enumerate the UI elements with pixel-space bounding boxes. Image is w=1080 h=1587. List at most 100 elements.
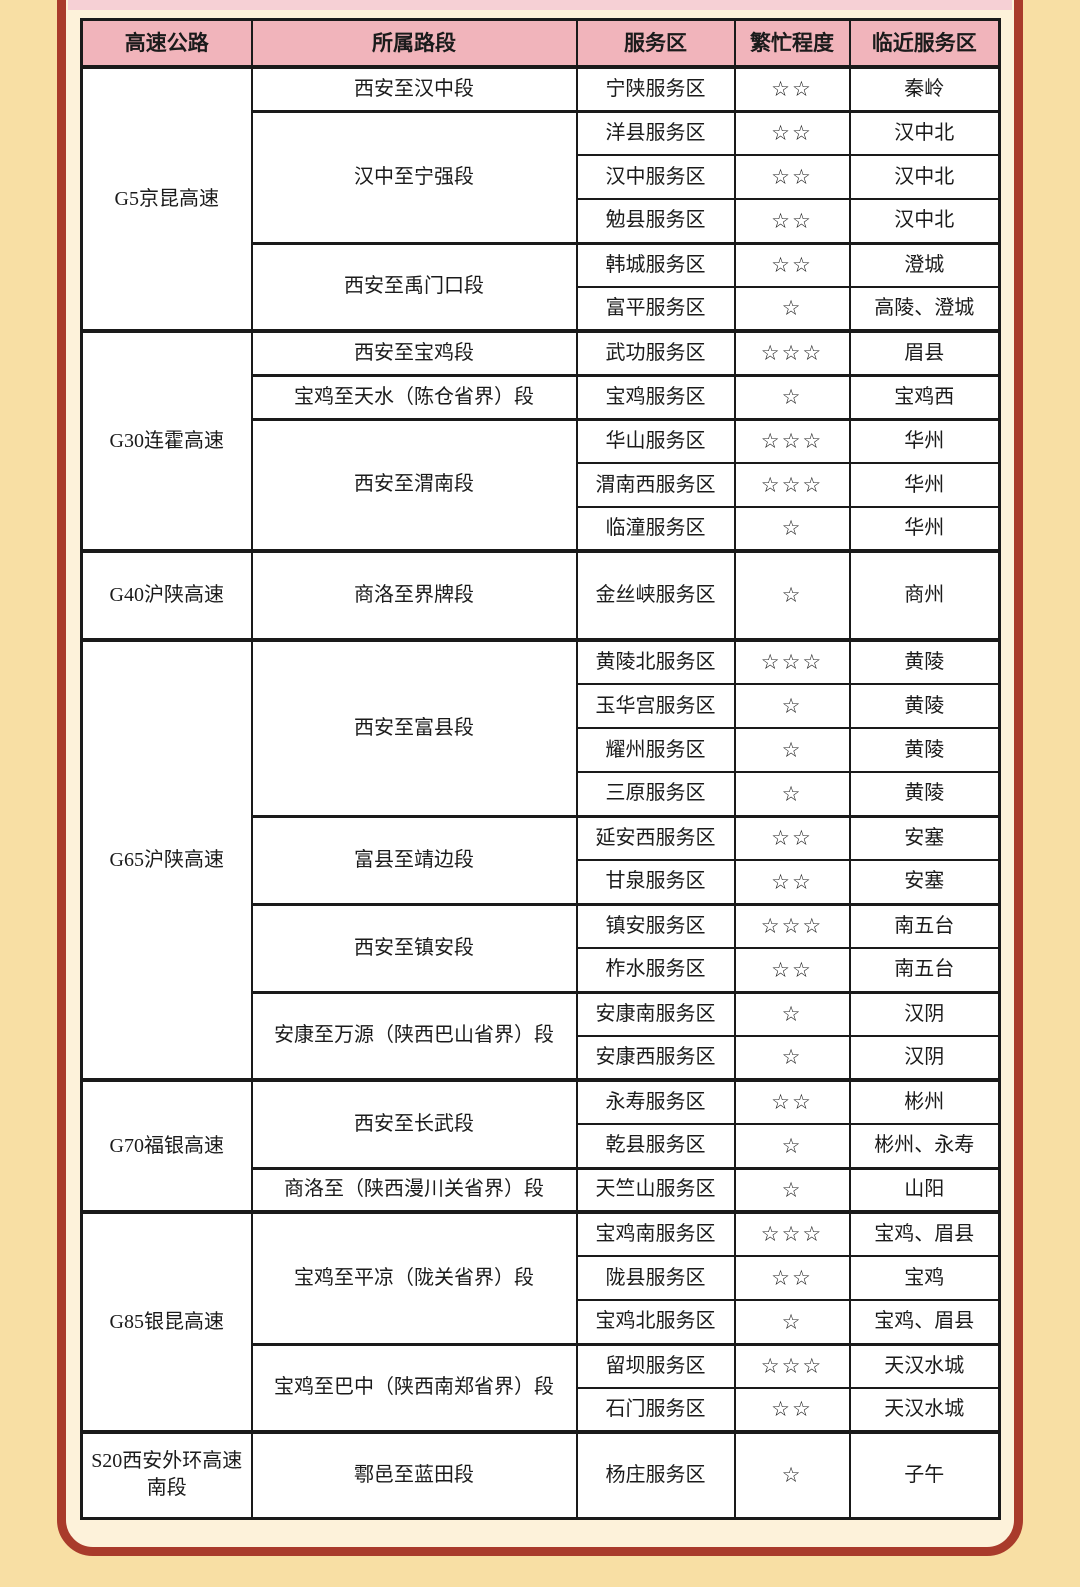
busy-level-cell: ☆☆: [733, 947, 851, 993]
table-row: 宝鸡至天水（陈仓省界）段 宝鸡服务区 ☆ 宝鸡西: [82, 373, 1001, 420]
nearby-area-cell: 宝鸡、眉县: [848, 1299, 1001, 1345]
table-row: 汉中至宁强段 洋县服务区 ☆☆ 汉中北: [82, 109, 1001, 244]
nearby-area-cell: 汉中北: [848, 198, 1001, 244]
nearby-area-cell: 眉县: [848, 329, 1001, 376]
header-row: 高速公路 所属路段 服务区 繁忙程度 临近服务区: [80, 18, 1001, 69]
highway-cell: G5京昆高速: [80, 65, 253, 332]
table-row: 宝鸡至巴中（陕西南郑省界）段 留坝服务区 ☆☆☆ 天汉水城: [82, 1342, 1001, 1433]
nearby-area-cell: 安塞: [848, 859, 1001, 905]
nearby-area-cell: 华州: [848, 462, 1001, 508]
table-row: G85银昆高速 宝鸡至平凉（陇关省界）段 宝鸡南服务区 ☆☆☆ 宝鸡、眉县: [80, 1210, 1001, 1433]
segment-cell: 宝鸡至平凉（陇关省界）段: [250, 1210, 578, 1345]
busy-level-cell: ☆☆: [733, 1387, 851, 1433]
table-row: 汉中服务区 ☆☆ 汉中北: [82, 154, 1001, 200]
segment-cell: 安康至万源（陕西巴山省界）段: [250, 990, 578, 1081]
highway-cell: G65沪陕高速: [80, 638, 253, 1081]
table-row: 西安至渭南段 华山服务区 ☆☆☆ 华州: [82, 417, 1001, 552]
busy-level-cell: ☆☆: [733, 241, 851, 288]
table-row: 石门服务区 ☆☆ 天汉水城: [82, 1387, 1001, 1433]
nearby-area-cell: 秦岭: [848, 65, 1001, 112]
table-row: 临潼服务区 ☆ 华州: [82, 506, 1001, 552]
service-area-cell: 陇县服务区: [575, 1255, 736, 1301]
nearby-area-cell: 汉中北: [848, 109, 1001, 156]
column-header-segment: 所属路段: [250, 18, 578, 69]
busy-level-cell: ☆☆: [733, 1255, 851, 1301]
nearby-area-cell: 黄陵: [848, 683, 1001, 729]
service-area-cell: 宝鸡北服务区: [575, 1299, 736, 1345]
table-row: 渭南西服务区 ☆☆☆ 华州: [82, 462, 1001, 508]
nearby-area-cell: 华州: [848, 417, 1001, 464]
segment-cell: 西安至富县段: [250, 638, 578, 817]
table-row: 耀州服务区 ☆ 黄陵: [82, 727, 1001, 773]
nearby-area-cell: 南五台: [848, 902, 1001, 949]
nearby-area-cell: 宝鸡、眉县: [848, 1210, 1001, 1257]
column-header-nearby-area: 临近服务区: [848, 18, 1001, 69]
busy-level-cell: ☆☆: [733, 109, 851, 156]
service-area-cell: 渭南西服务区: [575, 462, 736, 508]
service-area-cell: 富平服务区: [575, 286, 736, 332]
segment-cell: 西安至禹门口段: [250, 241, 578, 332]
service-area-cell: 柞水服务区: [575, 947, 736, 993]
service-area-cell: 天竺山服务区: [575, 1166, 736, 1213]
highway-cell: G70福银高速: [80, 1078, 253, 1213]
top-pink-strip: [68, 0, 1012, 10]
highway-cell: S20西安外环高速南段: [80, 1430, 253, 1519]
table-row: 富平服务区 ☆ 高陵、澄城: [82, 286, 1001, 332]
table-row: 柞水服务区 ☆☆ 南五台: [82, 947, 1001, 993]
service-area-cell: 玉华宫服务区: [575, 683, 736, 729]
nearby-area-cell: 黄陵: [848, 638, 1001, 685]
table-row: 宝鸡北服务区 ☆ 宝鸡、眉县: [82, 1299, 1001, 1345]
table-row: 富县至靖边段 延安西服务区 ☆☆ 安塞: [82, 814, 1001, 905]
service-area-cell: 金丝峡服务区: [575, 549, 736, 641]
nearby-area-cell: 商州: [848, 549, 1001, 641]
table-row: 乾县服务区 ☆ 彬州、永寿: [82, 1123, 1001, 1169]
table-row: S20西安外环高速南段 鄠邑至蓝田段 杨庄服务区 ☆ 子午: [80, 1430, 1001, 1519]
busy-level-cell: ☆☆☆: [733, 1210, 851, 1257]
nearby-area-cell: 汉阴: [848, 1035, 1001, 1081]
nearby-area-cell: 子午: [848, 1430, 1001, 1519]
segment-cell: 西安至镇安段: [250, 902, 578, 993]
busy-level-cell: ☆☆☆: [733, 329, 851, 376]
segment-cell: 宝鸡至天水（陈仓省界）段: [250, 373, 578, 420]
service-area-cell: 镇安服务区: [575, 902, 736, 949]
service-area-table: 高速公路 所属路段 服务区 繁忙程度 临近服务区 G5京昆高速 西安至汉中段 宁…: [80, 18, 1001, 1520]
highway-cell: G85银昆高速: [80, 1210, 253, 1433]
busy-level-cell: ☆☆: [733, 1078, 851, 1125]
service-area-cell: 甘泉服务区: [575, 859, 736, 905]
busy-level-cell: ☆☆: [733, 814, 851, 861]
nearby-area-cell: 华州: [848, 506, 1001, 552]
table-row: 陇县服务区 ☆☆ 宝鸡: [82, 1255, 1001, 1301]
busy-level-cell: ☆☆: [733, 65, 851, 112]
segment-cell: 西安至渭南段: [250, 417, 578, 552]
busy-level-cell: ☆☆☆: [733, 417, 851, 464]
service-area-cell: 临潼服务区: [575, 506, 736, 552]
service-area-cell: 宝鸡服务区: [575, 373, 736, 420]
nearby-area-cell: 安塞: [848, 814, 1001, 861]
service-area-cell: 三原服务区: [575, 771, 736, 817]
segment-cell: 商洛至（陕西漫川关省界）段: [250, 1166, 578, 1213]
table-row: 三原服务区 ☆ 黄陵: [82, 771, 1001, 817]
service-area-cell: 永寿服务区: [575, 1078, 736, 1125]
nearby-area-cell: 黄陵: [848, 727, 1001, 773]
busy-level-cell: ☆: [733, 1430, 851, 1519]
service-area-cell: 韩城服务区: [575, 241, 736, 288]
service-area-cell: 石门服务区: [575, 1387, 736, 1433]
segment-cell: 宝鸡至巴中（陕西南郑省界）段: [250, 1342, 578, 1433]
nearby-area-cell: 宝鸡西: [848, 373, 1001, 420]
table-row: 甘泉服务区 ☆☆ 安塞: [82, 859, 1001, 905]
service-area-cell: 勉县服务区: [575, 198, 736, 244]
table-row: G40沪陕高速 商洛至界牌段 金丝峡服务区 ☆ 商州: [80, 549, 1001, 641]
busy-level-cell: ☆☆☆: [733, 638, 851, 685]
service-area-cell: 乾县服务区: [575, 1123, 736, 1169]
segment-cell: 鄠邑至蓝田段: [250, 1430, 578, 1519]
table-row: 安康至万源（陕西巴山省界）段 安康南服务区 ☆ 汉阴: [82, 990, 1001, 1081]
table-row: 勉县服务区 ☆☆ 汉中北: [82, 198, 1001, 244]
nearby-area-cell: 山阳: [848, 1166, 1001, 1213]
busy-level-cell: ☆☆☆: [733, 462, 851, 508]
service-area-cell: 留坝服务区: [575, 1342, 736, 1389]
nearby-area-cell: 汉中北: [848, 154, 1001, 200]
table-row: 西安至镇安段 镇安服务区 ☆☆☆ 南五台: [82, 902, 1001, 993]
nearby-area-cell: 天汉水城: [848, 1342, 1001, 1389]
nearby-area-cell: 澄城: [848, 241, 1001, 288]
busy-level-cell: ☆☆☆: [733, 902, 851, 949]
